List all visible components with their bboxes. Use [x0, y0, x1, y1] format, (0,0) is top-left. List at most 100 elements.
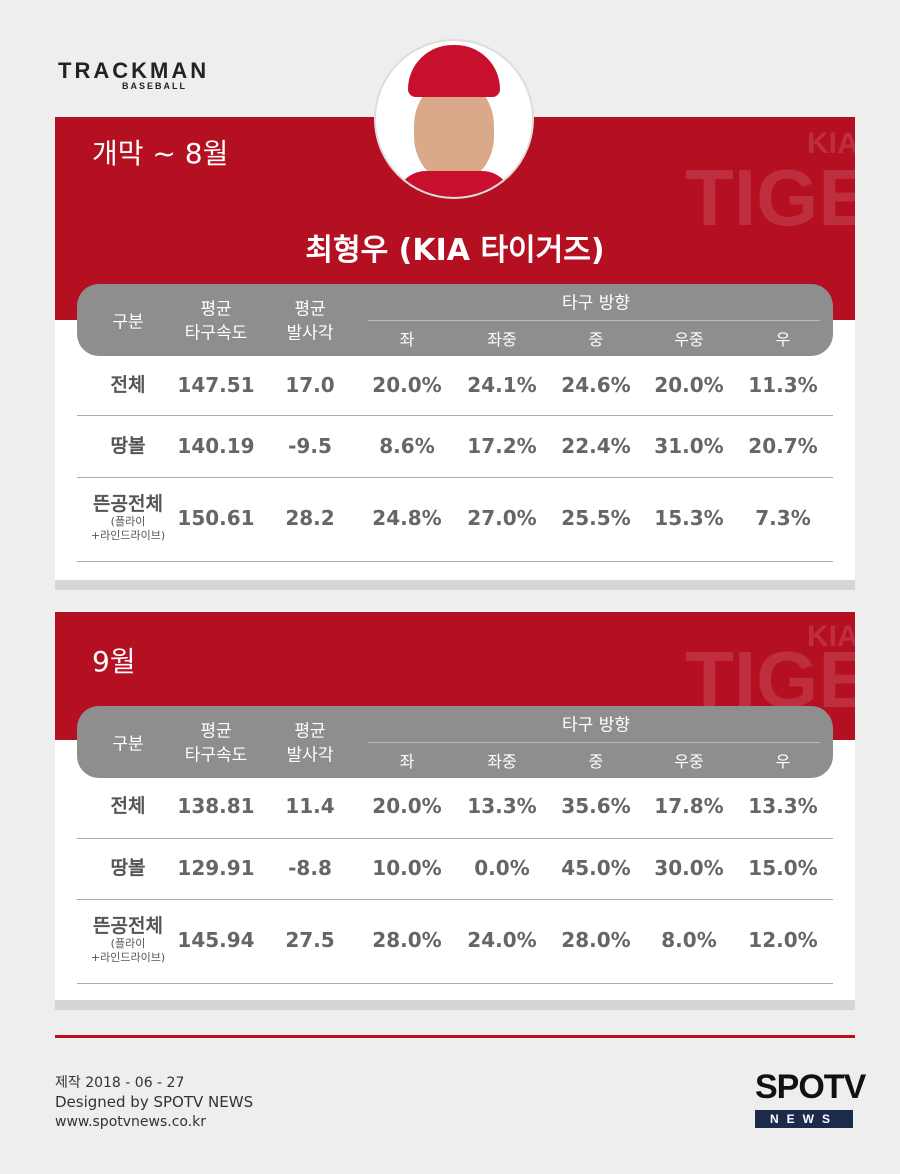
player-name: 최형우 (KIA 타이거즈): [305, 233, 605, 268]
watermark-kia: KIA: [807, 620, 855, 653]
cell: 11.3%: [748, 373, 818, 397]
cell: 0.0%: [474, 856, 530, 880]
direction-header: 타구 방향: [562, 715, 630, 736]
direction: 우: [775, 752, 791, 771]
logo-sub: NEWS: [755, 1110, 853, 1128]
cell: 150.61: [177, 506, 255, 530]
cell: 8.6%: [379, 434, 435, 458]
cell: 17.8%: [654, 794, 724, 818]
cell: 30.0%: [654, 856, 724, 880]
direction: 좌중: [487, 752, 517, 771]
row-label-line: +라인드라이브): [90, 529, 166, 542]
face: [414, 81, 494, 181]
cell: 140.19: [177, 434, 255, 458]
direction-header: 타구 방향: [562, 293, 630, 314]
column-header: 평균: [200, 299, 232, 320]
row-label-line: 뜬공전체: [93, 915, 163, 937]
cell: -8.8: [288, 856, 332, 880]
cell: 17.2%: [467, 434, 537, 458]
column-header: 구분: [112, 734, 144, 755]
player-photo: [374, 39, 534, 199]
cell: 138.81: [177, 794, 255, 818]
direction: 중: [588, 330, 604, 349]
cell: 13.3%: [748, 794, 818, 818]
cell: 12.0%: [748, 928, 818, 952]
direction: 우: [775, 330, 791, 349]
column-header: 타구속도: [184, 745, 248, 766]
cell: 147.51: [177, 373, 255, 397]
row-label-line: (플라이: [110, 515, 146, 528]
cell: 27.5: [285, 928, 335, 952]
cell: 15.0%: [748, 856, 818, 880]
row-rule: [77, 561, 833, 562]
cell: 22.4%: [561, 434, 631, 458]
row-label-line: 뜬공전체: [93, 493, 163, 515]
row-rule: [77, 477, 833, 478]
row-rule: [77, 415, 833, 416]
cell: 24.1%: [467, 373, 537, 397]
cell: 20.0%: [372, 794, 442, 818]
cell: 8.0%: [661, 928, 717, 952]
section-shadow: [55, 580, 855, 590]
column-header: 평균: [294, 721, 326, 742]
designed: Designed by SPOTV NEWS: [55, 1093, 254, 1111]
row-label: 전체: [111, 795, 146, 817]
cell: 28.0%: [561, 928, 631, 952]
section-card: KIATIGERS9월구분평균타구속도평균발사각타구 방향좌좌중중우중우전체13…: [55, 612, 855, 1000]
column-header: 발사각: [286, 323, 334, 344]
table-header: 구분 평균 타구속도 평균 발사각 타구 방향 좌 좌중 중 우중 우: [77, 706, 833, 778]
direction: 우중: [674, 752, 704, 771]
cell: 7.3%: [755, 506, 811, 530]
cell: -9.5: [288, 434, 332, 458]
cell: 24.8%: [372, 506, 442, 530]
column-header: 발사각: [286, 745, 334, 766]
cell: 35.6%: [561, 794, 631, 818]
made: 제작 2018 - 06 - 27: [55, 1075, 185, 1091]
period: 9월: [92, 645, 136, 678]
section-shadow: [55, 1000, 855, 1010]
cell: 25.5%: [561, 506, 631, 530]
header-rule: [368, 742, 820, 743]
row-label: 뜬공전체 (플라이 +라인드라이브): [91, 493, 165, 543]
watermark-kia: KIA: [807, 127, 855, 160]
column-header: 구분: [112, 312, 144, 333]
jersey: [396, 171, 512, 197]
row-label-line: +라인드라이브): [90, 951, 166, 964]
divider: [55, 1035, 855, 1038]
row-label-line: 땅볼: [110, 857, 146, 879]
table-header: 구분 평균 타구속도 평균 발사각 타구 방향 좌 좌중 중 우중 우: [77, 284, 833, 356]
row-label: 땅볼: [111, 435, 146, 457]
cell: 20.7%: [748, 434, 818, 458]
cell: 20.0%: [654, 373, 724, 397]
cell: 31.0%: [654, 434, 724, 458]
column-header: 평균: [294, 299, 326, 320]
cell: 13.3%: [467, 794, 537, 818]
logo: SPOTV: [755, 1068, 866, 1106]
cell: 24.6%: [561, 373, 631, 397]
cell: 10.0%: [372, 856, 442, 880]
cell: 28.2: [285, 506, 335, 530]
cell: 28.0%: [372, 928, 442, 952]
row-label-line: (플라이: [110, 937, 146, 950]
direction: 좌: [399, 752, 415, 771]
row-label-line: 전체: [110, 795, 146, 817]
column-header: 타구속도: [184, 323, 248, 344]
brand-sub: BASEBALL: [122, 81, 187, 91]
cell: 11.4: [285, 794, 335, 818]
url: www.spotvnews.co.kr: [55, 1114, 207, 1130]
row-rule: [77, 838, 833, 839]
cap: [408, 45, 500, 97]
cell: 45.0%: [561, 856, 631, 880]
brand: TRACKMAN: [58, 58, 210, 83]
direction: 좌중: [487, 330, 517, 349]
period: 개막 ~ 8월: [92, 137, 229, 170]
cell: 20.0%: [372, 373, 442, 397]
row-label: 땅볼: [111, 857, 146, 879]
cell: 24.0%: [467, 928, 537, 952]
cell: 15.3%: [654, 506, 724, 530]
direction: 중: [588, 752, 604, 771]
direction: 우중: [674, 330, 704, 349]
watermark-tigers: TIGERS: [685, 153, 855, 242]
row-label: 전체: [111, 374, 146, 396]
